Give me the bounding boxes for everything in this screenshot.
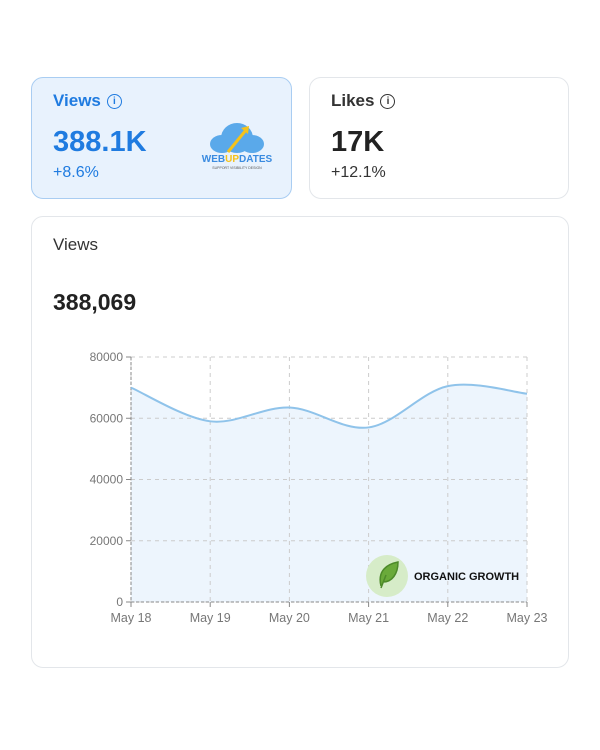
info-icon[interactable]: i xyxy=(106,93,122,109)
organic-growth-label: ORGANIC GROWTH xyxy=(414,571,519,583)
chart-card-title: Views xyxy=(53,235,99,254)
x-tick-label: May 23 xyxy=(507,611,548,625)
likes-value: 17K xyxy=(331,126,385,158)
likes-change: +12.1% xyxy=(331,164,386,181)
views-value: 388.1K xyxy=(53,126,147,158)
views-total: 388,069 xyxy=(53,289,137,315)
svg-text:WEBUPDATES: WEBUPDATES xyxy=(202,154,273,165)
x-tick-label: May 18 xyxy=(111,611,152,625)
svg-text:SUPPORT VISIBILITY DESIGN: SUPPORT VISIBILITY DESIGN xyxy=(212,166,262,170)
info-icon[interactable]: i xyxy=(380,93,396,109)
x-tick-label: May 21 xyxy=(348,611,389,625)
x-tick-label: May 20 xyxy=(269,611,310,625)
likes-card-title: Likes i xyxy=(331,91,396,111)
likes-card[interactable]: Likes i 17K +12.1% xyxy=(309,77,569,199)
y-tick-label: 20000 xyxy=(90,534,124,548)
y-tick-label: 80000 xyxy=(90,350,124,364)
y-tick-label: 0 xyxy=(116,595,123,609)
x-tick-label: May 19 xyxy=(190,611,231,625)
views-change: +8.6% xyxy=(53,164,99,181)
y-tick-label: 60000 xyxy=(90,411,124,425)
views-card[interactable]: Views i 388.1K +8.6% WEBUPDATES SUPPORT V… xyxy=(31,77,292,199)
y-tick-label: 40000 xyxy=(90,473,124,487)
webupdates-logo: WEBUPDATES SUPPORT VISIBILITY DESIGN xyxy=(202,123,273,170)
views-card-title: Views i xyxy=(53,91,122,111)
area-fill xyxy=(131,384,527,602)
leaf-icon xyxy=(379,561,399,589)
x-tick-label: May 22 xyxy=(427,611,468,625)
views-line xyxy=(130,383,528,429)
